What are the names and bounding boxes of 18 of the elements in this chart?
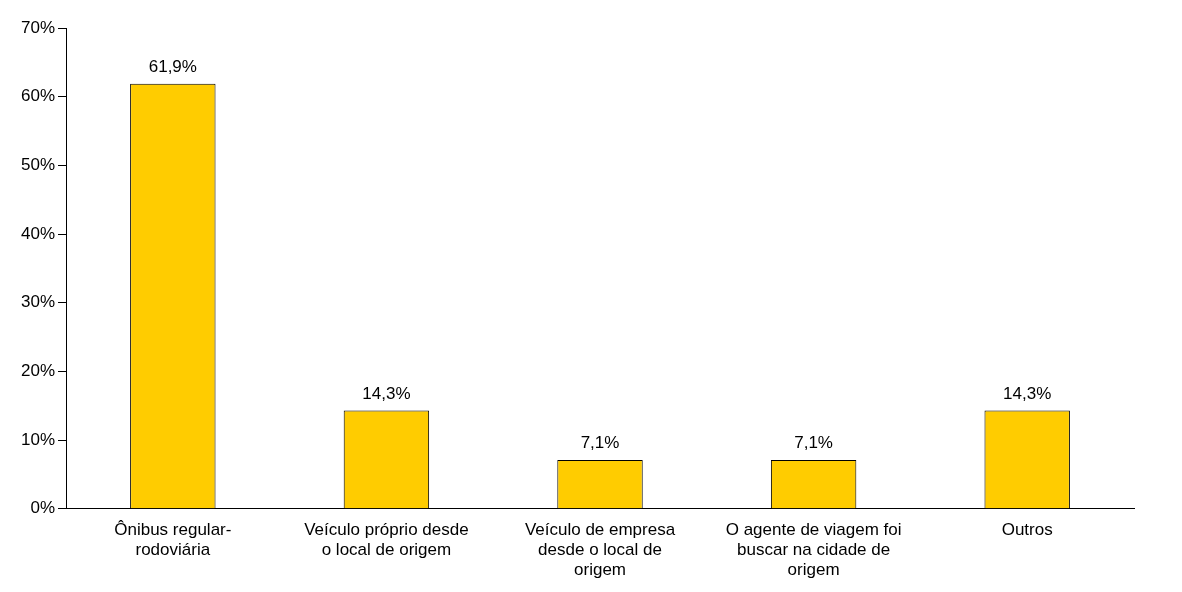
x-tick-label: Veículo próprio desde o local de origem [304,519,469,560]
y-tick-label: 10% [20,429,56,449]
data-label: 14,3% [1003,383,1052,403]
y-tick-label: 0% [30,498,56,518]
x-tick-label: Veículo de empresa desde o local de origem [524,519,676,580]
y-tick-label: 60% [20,86,56,106]
x-tick-label: O agente de viagem foi buscar na cidade de origem [725,519,902,580]
y-tick-label: 40% [20,223,56,243]
y-tick-label: 50% [20,155,56,175]
x-tick-label: Ônibus regular-rodoviária [114,519,232,560]
y-tick-label: 70% [20,17,56,37]
y-tick-label: 30% [20,292,56,312]
data-label: 61,9% [148,56,197,76]
x-tick-label: Outros [1001,519,1053,539]
y-tick-label: 20% [20,361,56,381]
data-label: 7,1% [794,433,833,453]
data-label: 14,3% [362,383,411,403]
data-label: 7,1% [580,433,620,453]
